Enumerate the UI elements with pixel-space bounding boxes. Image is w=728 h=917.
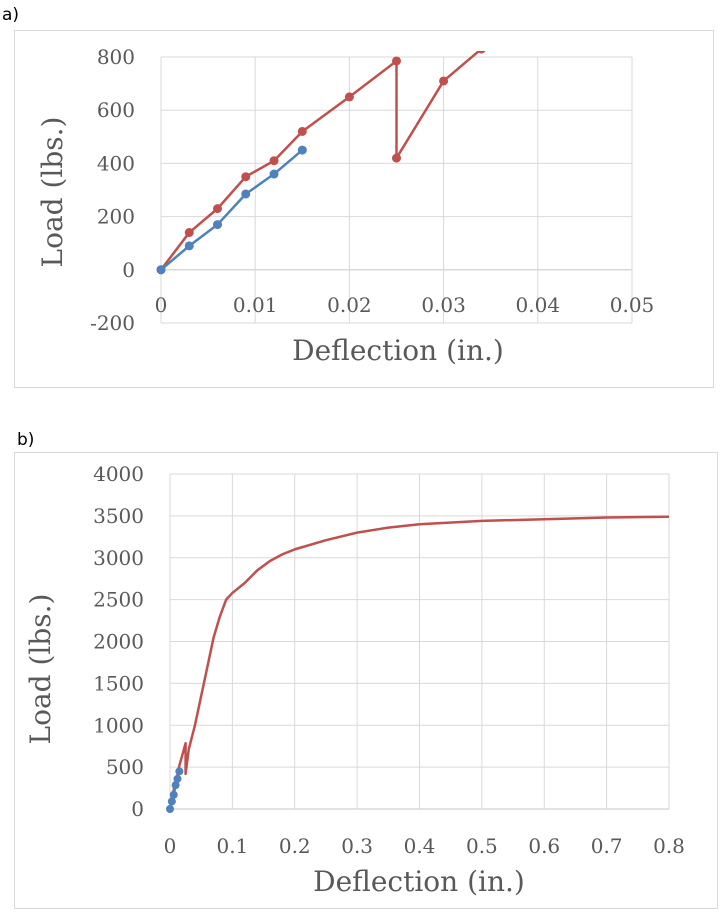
y-tick-label-b: 4000 <box>93 462 144 486</box>
y-tick-label-b: 500 <box>106 755 144 779</box>
data-point-blue-a <box>156 265 166 275</box>
y-axis-title-b: Load (lbs.) <box>24 594 57 745</box>
y-tick-label-a: 0 <box>122 258 135 282</box>
y-tick-label-a: 200 <box>97 205 135 229</box>
data-point-blue-a <box>184 241 194 251</box>
y-tick-label-b: 3500 <box>93 504 144 528</box>
data-point-red-a <box>184 228 194 238</box>
chart-a-frame <box>14 30 714 388</box>
data-point-red-a <box>439 76 449 86</box>
x-tick-label-b: 0.7 <box>591 834 623 858</box>
data-point-red-a <box>392 153 401 163</box>
y-tick-label-b: 2500 <box>93 588 144 612</box>
x-tick-label-b: 0.4 <box>404 834 436 858</box>
y-tick-label-a: 800 <box>97 45 135 69</box>
plot-area-a <box>156 51 486 275</box>
plot-area-b <box>166 515 670 813</box>
data-point-red-a <box>344 92 354 102</box>
y-tick-label-b: 1000 <box>93 713 144 737</box>
chart-b: 0 0.1 0.2 0.3 0.4 0.5 0.6 0.7 0.8 0 500 1000 1500 200… <box>24 462 685 898</box>
x-tick-label-a: 0.02 <box>327 293 372 317</box>
x-tick-label-b: 0 <box>164 834 177 858</box>
data-point-blue-a <box>297 145 307 155</box>
x-tick-label-b: 0.3 <box>341 834 373 858</box>
series-line-red-a <box>160 51 481 271</box>
data-point-red-a <box>297 126 307 136</box>
data-point-red-a <box>269 156 279 166</box>
data-point-red-a <box>477 51 486 54</box>
y-tick-label-b: 2000 <box>93 630 144 654</box>
data-point-blue-b <box>169 790 178 799</box>
x-tick-label-b: 0.2 <box>279 834 311 858</box>
series-line-blue-a <box>160 149 304 271</box>
x-tick-label-b: 0.5 <box>466 834 498 858</box>
data-point-red-a <box>213 204 223 214</box>
series-line-red-b <box>168 515 670 810</box>
data-point-blue-b <box>175 767 184 776</box>
y-tick-label-a: 600 <box>97 98 135 122</box>
data-point-red-a <box>241 172 251 182</box>
data-point-blue-b <box>173 774 182 783</box>
x-tick-label-a: 0.05 <box>610 293 655 317</box>
x-tick-label-b: 0.1 <box>216 834 248 858</box>
panel-a-label: a) <box>2 5 20 25</box>
y-tick-label-a: -200 <box>90 311 135 335</box>
chart-a: 0 0.01 0.02 0.03 0.04 0.05 -200 0 200 400 600 800 De… <box>36 45 654 367</box>
y-tick-label-b: 0 <box>131 797 144 821</box>
data-point-red-a <box>392 56 401 66</box>
y-axis-title-a: Load (lbs.) <box>36 117 69 268</box>
y-tick-label-a: 400 <box>97 151 135 175</box>
data-point-blue-b <box>166 805 174 813</box>
data-point-blue-b <box>167 797 176 806</box>
x-tick-label-a: 0.04 <box>516 293 561 317</box>
chart-b-frame <box>14 452 718 909</box>
data-point-blue-b <box>171 781 180 790</box>
y-tick-label-b: 1500 <box>93 671 144 695</box>
x-tick-label-a: 0.01 <box>233 293 278 317</box>
data-point-blue-a <box>241 189 251 199</box>
y-tick-label-b: 3000 <box>93 546 144 570</box>
x-tick-label-a: 0.03 <box>421 293 466 317</box>
x-axis-title-b: Deflection (in.) <box>313 865 525 898</box>
panel-b-label: b) <box>17 430 35 450</box>
x-axis-title-a: Deflection (in.) <box>292 334 504 367</box>
data-point-blue-a <box>213 220 223 230</box>
x-tick-label-b: 0.8 <box>653 834 685 858</box>
data-point-blue-a <box>269 169 279 179</box>
x-tick-label-a: 0 <box>155 293 168 317</box>
x-tick-label-b: 0.6 <box>528 834 560 858</box>
